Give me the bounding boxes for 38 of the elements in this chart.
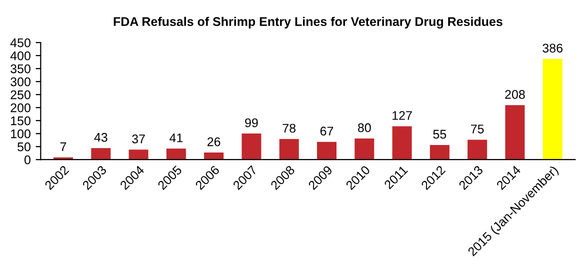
data-label: 26 [208,137,220,146]
data-label: 43 [94,132,108,142]
y-tick-label: 100 [11,129,30,138]
y-tick-label: 200 [10,103,30,112]
data-label: 55 [433,130,446,139]
bar [166,148,186,160]
data-label: 41 [170,134,183,142]
data-label: 80 [358,123,371,132]
bar [316,142,337,160]
data-label: 75 [471,124,484,134]
data-label: 7 [60,142,66,152]
y-tick-label: 350 [10,64,30,74]
y-tick-label: 450 [10,38,30,48]
bar [392,126,412,160]
bar [279,138,299,160]
bar [430,144,450,160]
y-tick-label: 50 [18,142,30,152]
chart-title: FDA Refusals of Shrimp Entry Lines for Veterinary Drug Residues [114,16,502,29]
data-label: 78 [282,124,296,133]
data-label: 208 [505,90,525,99]
data-label: 386 [542,44,562,53]
bar [242,134,262,160]
bar [204,152,224,160]
data-label: 37 [132,134,145,144]
y-tick-label: 300 [10,77,30,86]
data-label: 99 [245,118,258,128]
y-tick-label: 400 [10,51,30,60]
y-tick-label: 150 [11,116,30,126]
bar [128,150,148,160]
data-label: 127 [392,111,412,120]
bar [468,140,488,160]
bar [354,138,374,160]
bar [505,105,525,160]
bar [542,58,562,160]
bar [91,148,111,160]
y-tick-label: 250 [10,90,30,100]
y-tick-label: 0 [24,155,30,164]
data-label: 67 [320,126,334,136]
